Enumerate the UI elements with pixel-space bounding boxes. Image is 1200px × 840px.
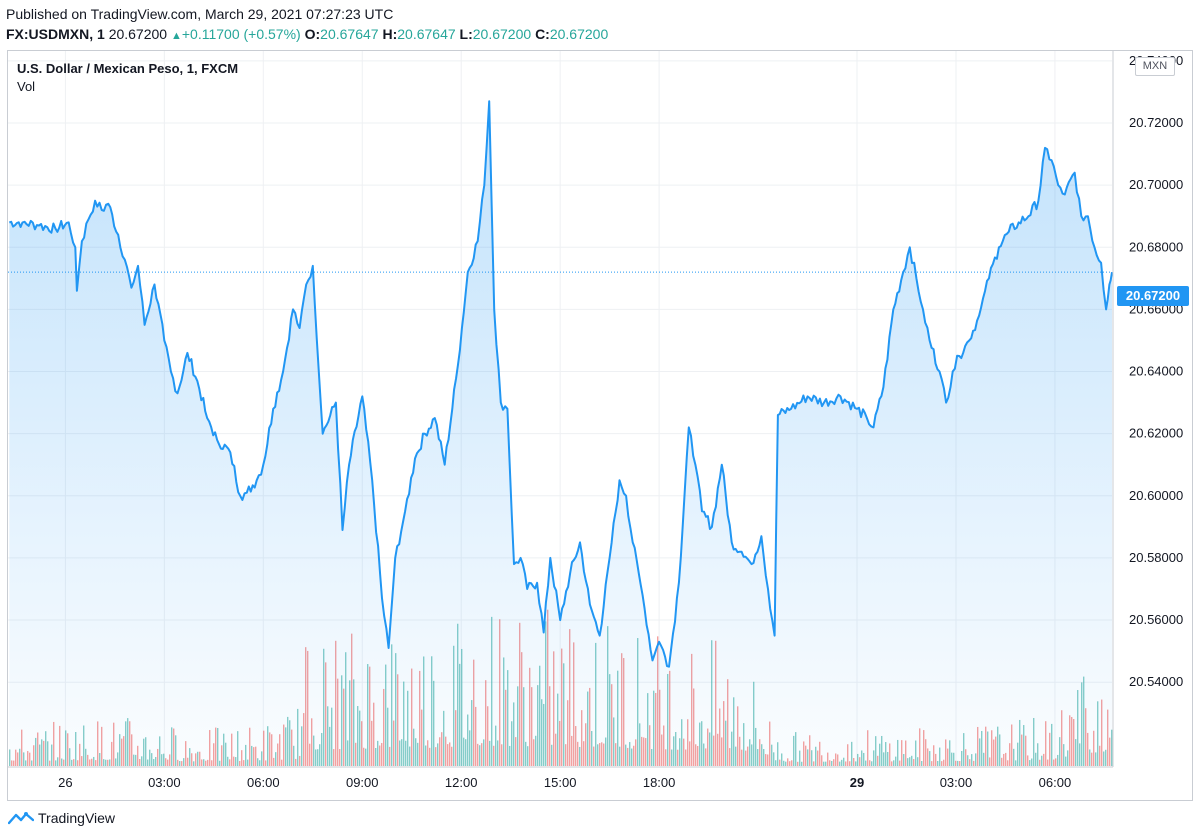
time-tick-label: 09:00 bbox=[346, 775, 379, 790]
up-arrow-icon: ▲ bbox=[170, 30, 182, 42]
legend-title: U.S. Dollar / Mexican Peso, 1, FXCM bbox=[17, 61, 239, 76]
price-tick-label: 20.54000 bbox=[1129, 674, 1183, 689]
high-label: H: bbox=[382, 26, 398, 42]
open-label: O: bbox=[304, 26, 321, 42]
chart-frame[interactable] bbox=[7, 50, 1193, 801]
time-tick-label: 12:00 bbox=[445, 775, 478, 790]
time-tick-label: 29 bbox=[850, 775, 864, 790]
time-tick-label: 03:00 bbox=[148, 775, 181, 790]
open-value: 20.67647 bbox=[320, 26, 379, 42]
currency-badge[interactable]: MXN bbox=[1135, 57, 1175, 76]
last-price-tag: 20.67200 bbox=[1117, 286, 1189, 306]
tradingview-logo-icon bbox=[8, 812, 34, 825]
time-axis[interactable]: 26 03:00 06:00 09:00 12:00 15:00 18:00 29 03:00 0… bbox=[58, 775, 1071, 790]
high-value: 20.67647 bbox=[397, 26, 456, 42]
price-axis[interactable]: 20.7400020.7200020.7000020.6800020.66000… bbox=[1129, 53, 1183, 689]
branding-text: TradingView bbox=[38, 810, 116, 826]
price-tick-label: 20.56000 bbox=[1129, 612, 1183, 627]
time-tick-label: 15:00 bbox=[544, 775, 577, 790]
symbol[interactable]: FX:USDMXN, 1 bbox=[6, 26, 105, 42]
legend-volume: Vol bbox=[17, 79, 36, 94]
price-change: +0.11700 (+0.57%) bbox=[181, 26, 301, 42]
time-tick-label: 06:00 bbox=[247, 775, 280, 790]
quote-line: FX:USDMXN, 1 20.67200 ▲+0.11700 (+0.57%)… bbox=[6, 26, 608, 42]
price-tick-label: 20.72000 bbox=[1129, 115, 1183, 130]
price-tick-label: 20.68000 bbox=[1129, 239, 1183, 254]
close-value: 20.67200 bbox=[549, 26, 609, 42]
time-tick-label: 06:00 bbox=[1039, 775, 1072, 790]
branding[interactable]: TradingView bbox=[8, 810, 115, 826]
close-label: C: bbox=[535, 26, 550, 42]
price-tick-label: 20.70000 bbox=[1129, 177, 1183, 192]
time-tick-label: 26 bbox=[58, 775, 72, 790]
price-line[interactable] bbox=[8, 100, 1113, 668]
time-tick-label: 18:00 bbox=[643, 775, 676, 790]
price-tick-label: 20.64000 bbox=[1129, 364, 1183, 379]
price-tick-label: 20.60000 bbox=[1129, 488, 1183, 503]
price-tick-label: 20.62000 bbox=[1129, 426, 1183, 441]
time-tick-label: 03:00 bbox=[940, 775, 973, 790]
low-value: 20.67200 bbox=[472, 26, 532, 42]
last-price: 20.67200 bbox=[108, 26, 168, 42]
price-area-fill bbox=[9, 101, 1112, 767]
low-label: L: bbox=[459, 26, 473, 42]
price-tick-label: 20.58000 bbox=[1129, 550, 1183, 565]
published-line: Published on TradingView.com, March 29, … bbox=[6, 6, 394, 22]
